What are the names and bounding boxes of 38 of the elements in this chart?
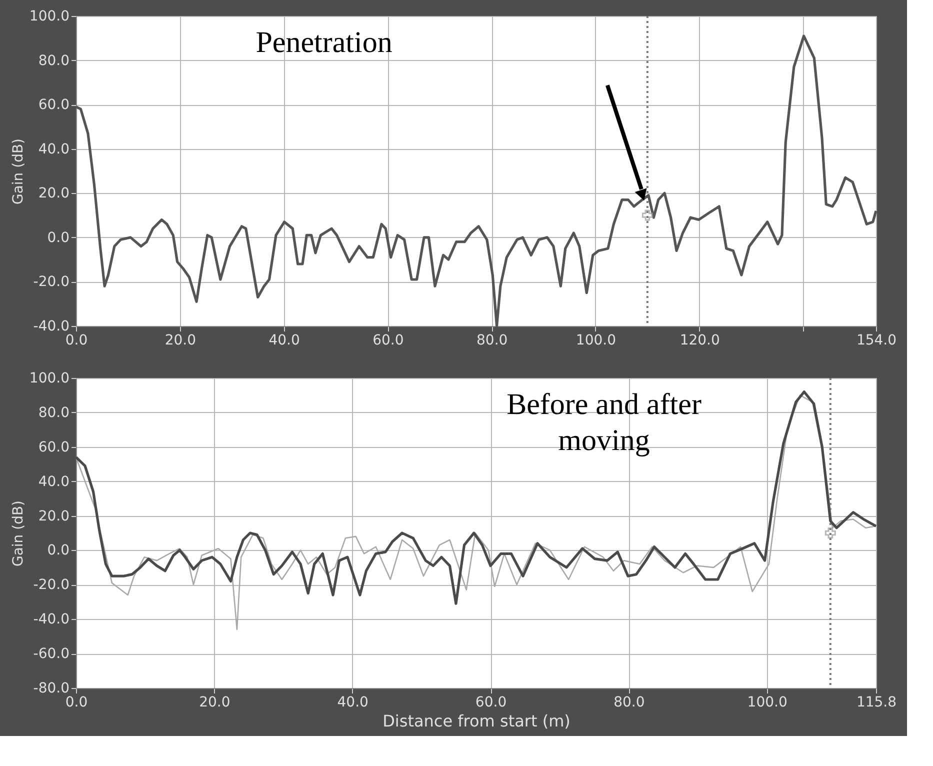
y-tick-label: 0.0 (47, 542, 70, 559)
x-tick-label: 120.0 (680, 332, 720, 348)
annotation: Before and after moving (506, 388, 702, 457)
y-tick-label: 100.0 (29, 8, 70, 24)
y-tick-label: 20.0 (38, 508, 70, 524)
y-axis-title: Gain (dB) (10, 500, 26, 567)
y-tick-label: 100.0 (29, 370, 70, 386)
y-tick-label: 0.0 (47, 230, 70, 246)
y-tick-label: -40.0 (33, 318, 70, 334)
x-tick-label: 60.0 (372, 332, 404, 348)
y-tick-label: -20.0 (33, 577, 70, 594)
y-axis-title: Gain (dB) (10, 138, 26, 205)
y-tick-label: -60.0 (33, 646, 70, 662)
y-tick-label: 40.0 (38, 141, 70, 158)
x-tick-label: 154.0 (856, 332, 897, 348)
x-tick-label: 80.0 (614, 694, 645, 710)
y-tick-label: 20.0 (38, 186, 70, 202)
y-tick-label: 40.0 (38, 474, 70, 490)
x-tick-label: 100.0 (747, 694, 788, 710)
x-tick-label: 40.0 (337, 694, 368, 710)
y-tick-label: -40.0 (33, 612, 70, 628)
x-tick-label: 60.0 (475, 694, 507, 710)
y-tick-label: 80.0 (38, 404, 70, 421)
x-tick-label: 20.0 (199, 694, 230, 710)
annotation: Penetration (256, 26, 392, 59)
x-tick-label: 0.0 (65, 332, 88, 348)
x-tick-label: 115.8 (856, 694, 897, 710)
x-axis-title: Distance from start (m) (382, 712, 570, 730)
x-tick-label: 100.0 (576, 332, 616, 348)
x-tick-label: 20.0 (164, 332, 196, 348)
y-tick-label: -80.0 (33, 680, 70, 696)
y-tick-label: 60.0 (38, 439, 70, 456)
y-tick-label: 80.0 (38, 52, 70, 69)
x-tick-label: 80.0 (476, 332, 508, 348)
x-tick-label: 40.0 (268, 332, 300, 348)
y-tick-label: 60.0 (38, 97, 70, 114)
x-tick-label: 0.0 (65, 694, 88, 710)
y-tick-label: -20.0 (33, 274, 70, 290)
